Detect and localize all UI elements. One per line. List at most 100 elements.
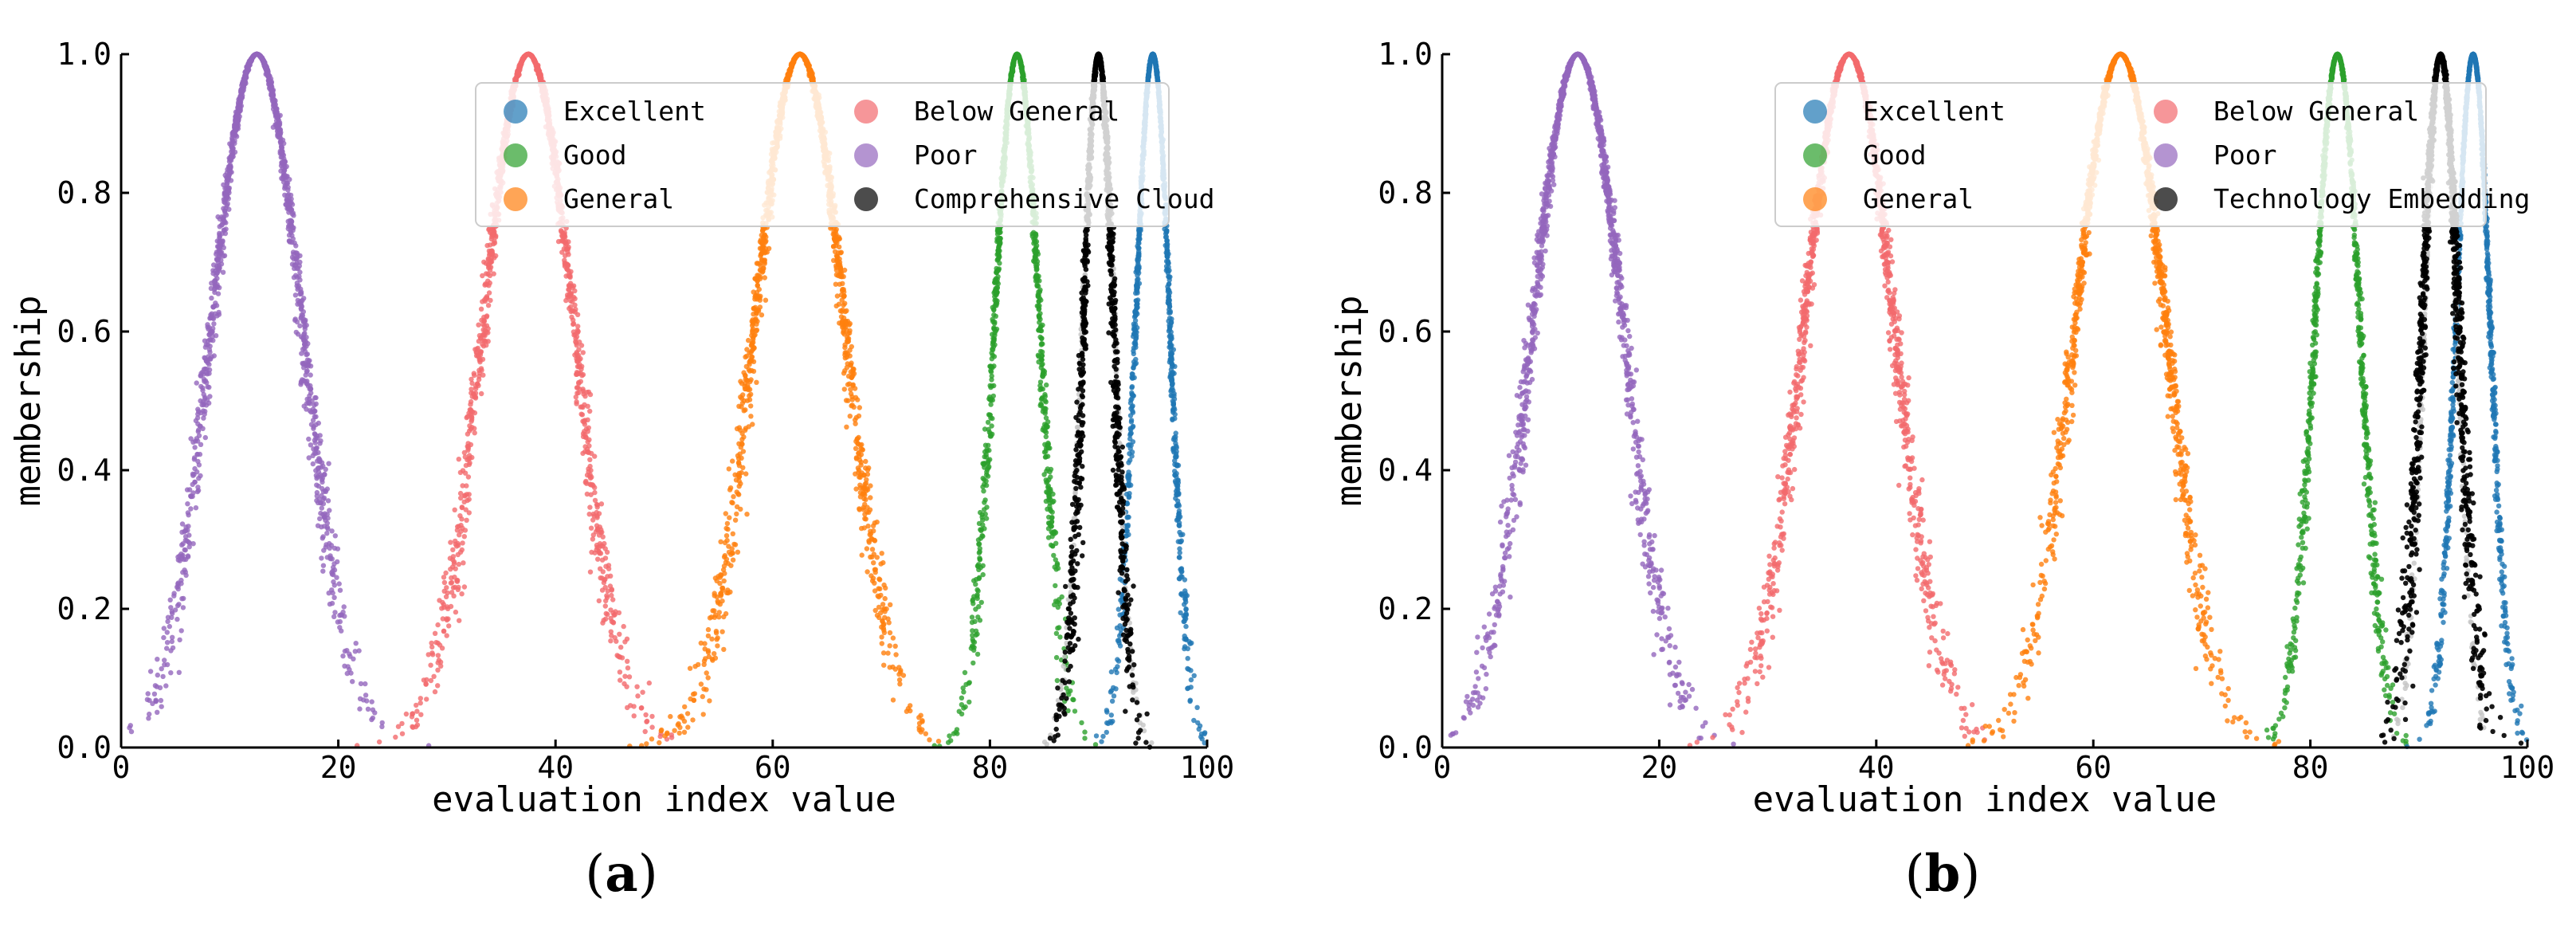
cloud-drop <box>665 731 670 737</box>
cloud-drop <box>723 525 729 532</box>
cloud-drop <box>870 523 876 528</box>
cloud-drop <box>336 581 342 587</box>
cloud-drop <box>435 660 441 665</box>
cloud-drop <box>206 367 213 373</box>
cloud-drop <box>257 54 264 61</box>
cloud-drop <box>263 65 269 71</box>
cloud-drop <box>684 711 691 716</box>
cloud-drop <box>871 528 876 534</box>
cloud-drop <box>565 246 571 252</box>
cloud-drop <box>310 461 316 467</box>
cloud-drop <box>588 525 594 531</box>
cloud-drop <box>723 533 730 539</box>
cloud-drop <box>192 445 198 450</box>
cloud-drop <box>857 506 862 512</box>
cloud-drop <box>601 618 606 623</box>
cloud-drop <box>698 640 704 646</box>
cloud-drop <box>885 616 891 622</box>
cloud-drop <box>465 444 471 449</box>
cloud-drop <box>865 509 870 515</box>
cloud-drop <box>425 652 431 657</box>
cloud-drop <box>298 314 304 320</box>
cloud-drop <box>1072 708 1078 714</box>
cloud-drop <box>435 667 441 673</box>
cloud-drop <box>169 614 174 620</box>
cloud-drop <box>423 681 429 687</box>
cloud-drop <box>175 586 181 592</box>
cloud-drop <box>450 585 457 591</box>
cloud-drop <box>202 409 208 414</box>
cloud-drop <box>457 618 462 623</box>
cloud-drop <box>288 222 294 228</box>
cloud-drop <box>457 513 463 519</box>
cloud-drop <box>435 683 441 689</box>
cloud-drop <box>462 493 468 499</box>
cloud-drop <box>190 490 196 496</box>
cloud-drop <box>842 344 848 351</box>
cloud-drop <box>297 269 303 275</box>
cloud-drop <box>700 712 706 717</box>
cloud-drop <box>418 712 424 717</box>
cloud-drop <box>191 457 198 462</box>
cloud-drop <box>472 394 477 400</box>
cloud-drop <box>460 483 465 489</box>
cloud-drop <box>491 241 496 247</box>
cloud-drop <box>326 461 331 466</box>
cloud-drop <box>350 679 355 685</box>
cloud-drop <box>856 467 862 473</box>
cloud-drop <box>460 540 465 546</box>
cloud-drop <box>341 604 347 610</box>
cloud-drop <box>833 238 838 244</box>
cloud-drop <box>858 462 864 468</box>
cloud-drop <box>480 356 486 363</box>
cloud-drop <box>335 559 340 565</box>
cloud-drop <box>424 697 429 702</box>
cloud-drop <box>865 569 870 575</box>
cloud-drop <box>871 560 876 566</box>
cloud-drop <box>484 242 490 249</box>
cloud-drop <box>726 466 731 472</box>
cloud-drop <box>195 485 201 490</box>
cloud-drop <box>347 651 352 657</box>
cloud-drop <box>714 578 719 584</box>
cloud-drop <box>748 391 754 397</box>
cloud-drop <box>218 250 223 257</box>
cloud-drop <box>735 461 742 466</box>
cloud-drop <box>712 651 717 657</box>
cloud-drop <box>200 387 206 394</box>
cloud-drop <box>838 269 844 274</box>
cloud-drop <box>155 709 160 715</box>
cloud-drop <box>441 602 446 607</box>
cloud-drop <box>761 234 767 240</box>
cloud-drop <box>876 576 882 582</box>
cloud-drop <box>209 295 214 301</box>
cloud-drop <box>625 658 630 664</box>
cloud-drop <box>146 716 151 721</box>
cloud-drop <box>356 648 362 653</box>
cloud-drop <box>604 593 610 598</box>
cloud-drop <box>379 724 385 729</box>
cloud-drop <box>476 370 482 376</box>
cloud-drop <box>1053 654 1060 661</box>
cloud-drop <box>320 500 327 507</box>
cloud-drop <box>323 542 329 547</box>
cloud-drop <box>577 339 582 345</box>
cloud-drop <box>179 521 186 527</box>
cloud-drop <box>743 471 749 477</box>
cloud-drop <box>575 390 582 395</box>
cloud-drop <box>435 622 441 628</box>
cloud-drop <box>580 418 586 424</box>
cloud-drop <box>1054 677 1061 684</box>
cloud-drop <box>323 466 328 473</box>
cloud-drop <box>352 649 358 654</box>
cloud-drop <box>432 689 438 695</box>
cloud-drop <box>273 106 279 112</box>
cloud-drop <box>755 319 760 324</box>
cloud-drop <box>218 241 224 246</box>
cloud-drop <box>621 681 627 687</box>
cloud-drop <box>465 497 470 504</box>
cloud-drop <box>176 669 182 675</box>
cloud-drop <box>459 591 465 597</box>
cloud-drop <box>721 646 727 653</box>
cloud-drop <box>587 569 594 575</box>
